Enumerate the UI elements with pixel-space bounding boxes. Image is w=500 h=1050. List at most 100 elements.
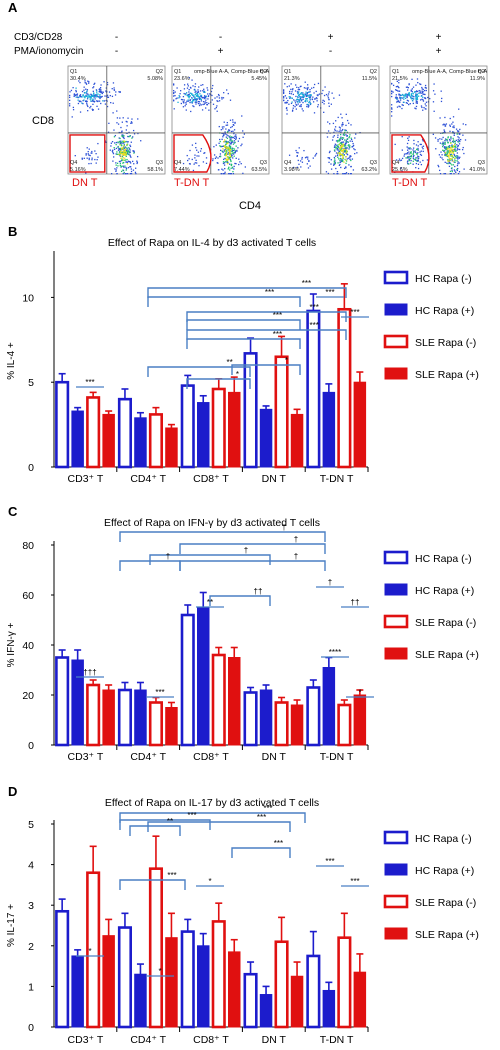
bar [102, 413, 115, 468]
bar [322, 391, 336, 468]
y-tick-label: 4 [28, 860, 34, 872]
legend-swatch [383, 894, 409, 909]
bar [274, 355, 289, 469]
quadrant-value: 5.08% [147, 76, 163, 82]
bar [197, 402, 210, 468]
significance-bracket [186, 378, 251, 389]
significance-bracket [129, 825, 181, 836]
x-tick-label: DN T [262, 473, 287, 485]
significance-label: *** [350, 308, 359, 317]
bar-chart-d: D Effect of Rapa on IL-17 by d3 activated… [6, 784, 479, 1046]
panel-label: C [8, 504, 18, 519]
significance-bracket [231, 364, 301, 375]
legend-label: HC Rapa (-) [415, 553, 472, 565]
significance-bracket [147, 366, 251, 377]
panel-label: A [8, 0, 18, 15]
significance-label: *** [273, 330, 282, 339]
bar [290, 975, 304, 1028]
x-tick-label: CD8⁺ T [193, 1034, 229, 1046]
significance-bracket [231, 847, 291, 858]
significance-bracket [179, 560, 326, 571]
bar [102, 935, 115, 1028]
quadrant-name: Q4 [284, 160, 291, 166]
significance-label: ** [207, 598, 213, 607]
significance-label: †† [254, 587, 263, 596]
significance-label: † [294, 535, 298, 544]
flow-plot-frame [281, 65, 380, 175]
significance-label: *** [187, 811, 196, 820]
x-tick-label: CD8⁺ T [193, 751, 229, 763]
legend: HC Rapa (-) HC Rapa (+) SLE Rapa (-) SLE Ra… [383, 270, 479, 381]
quadrant-name: Q4 [174, 160, 181, 166]
bar [353, 381, 367, 468]
bar [165, 427, 178, 468]
legend-label: HC Rapa (-) [415, 833, 472, 845]
quadrant-value: 7.44% [174, 167, 190, 173]
x-tick-label: T-DN T [320, 1034, 354, 1046]
y-tick-label: 40 [22, 640, 34, 652]
bar [71, 659, 84, 746]
axis-label-cd8: CD8 [32, 115, 54, 127]
bar [134, 417, 147, 468]
bar [148, 867, 163, 1029]
legend-label: SLE Rapa (+) [415, 929, 479, 941]
quadrant-value: 30.4% [70, 76, 86, 82]
quadrant-name: Q1 [284, 69, 291, 75]
significance-label: *** [167, 871, 176, 880]
y-tick-label: 60 [22, 590, 34, 602]
y-axis-label: % IL-4 + [6, 342, 17, 380]
quadrant-name: Q3 [478, 160, 485, 166]
quadrant-name: Q2 [156, 69, 163, 75]
quadrant-name: Q3 [260, 160, 267, 166]
y-tick-label: 5 [28, 819, 34, 831]
significance-bracket [147, 287, 347, 298]
significance-label: † [244, 546, 248, 555]
legend-label: SLE Rapa (-) [415, 337, 476, 349]
significance-bracket [149, 554, 271, 565]
significance-label: † [328, 578, 332, 587]
x-tick-label: CD3⁺ T [68, 1034, 104, 1046]
panel-label: B [8, 224, 17, 239]
condition-sign: + [218, 46, 224, 57]
significance-bracket [186, 338, 301, 349]
condition-sign: - [115, 46, 118, 57]
significance-label: ** [226, 358, 232, 367]
quadrant-value: 23.6% [174, 76, 190, 82]
bar [259, 994, 273, 1028]
y-tick-label: 3 [28, 900, 34, 912]
quadrant-name: Q3 [370, 160, 377, 166]
bar [117, 688, 132, 747]
condition-sign: + [436, 46, 442, 57]
quadrant-value: 5.16% [70, 167, 86, 173]
x-tick-label: CD3⁺ T [68, 751, 104, 763]
quadrant-value: 63.2% [361, 167, 377, 173]
significance-label: *** [274, 839, 283, 848]
flow-plot-frame [389, 65, 488, 175]
gate-label: T-DN T [174, 177, 210, 189]
chart-title: Effect of Rapa on IL-4 by d3 activated T… [108, 237, 316, 249]
legend-swatch [384, 863, 408, 876]
quadrant-value: 25.6% [392, 167, 408, 173]
plot-axis-header: omp-Blue A-A, Comp-Blue B-A [412, 69, 488, 75]
legend-label: SLE Rapa (-) [415, 617, 476, 629]
significance-bracket [119, 879, 186, 890]
flow-plot-frame [67, 65, 166, 175]
panel-label: D [8, 784, 17, 799]
bar [55, 380, 70, 469]
quadrant-name: Q2 [478, 69, 485, 75]
bar [243, 972, 258, 1029]
dn-gate [69, 134, 106, 173]
condition-sign: + [436, 32, 442, 43]
chart-title: Effect of Rapa on IFN-γ by d3 activated … [104, 517, 320, 529]
significance-label: *** [325, 857, 334, 866]
bar [211, 920, 226, 1029]
legend-swatch [383, 830, 409, 845]
significance-label: *** [310, 321, 319, 330]
bar [290, 704, 304, 746]
bar [197, 945, 210, 1028]
bar [337, 936, 352, 1029]
quadrant-value: 3.98% [284, 167, 300, 173]
